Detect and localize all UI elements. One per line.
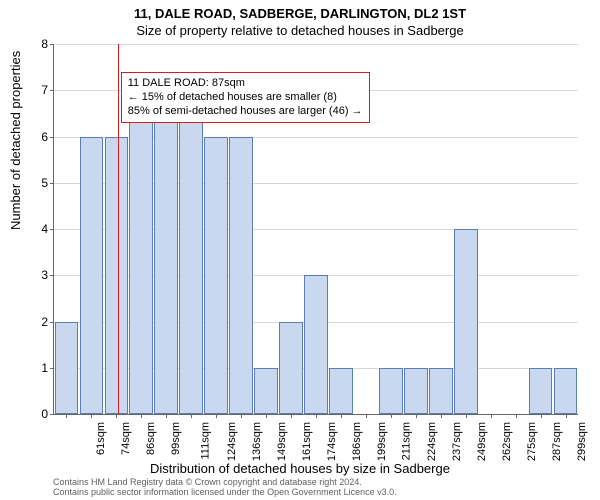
ytick-mark [50,322,54,323]
y-axis-label: Number of detached properties [8,51,23,230]
ytick-label: 4 [28,222,48,236]
xtick-label: 86sqm [145,422,157,455]
xtick-label: 199sqm [376,422,388,461]
bar [404,368,428,414]
footer-text: Contains HM Land Registry data © Crown c… [53,478,397,498]
bar [55,322,79,415]
bar [429,368,453,414]
bar [329,368,353,414]
xtick-label: 174sqm [326,422,338,461]
ytick-mark [50,44,54,45]
xtick-mark [266,414,267,418]
footer-line2: Contains public sector information licen… [53,488,397,498]
ytick-label: 2 [28,315,48,329]
xtick-label: 149sqm [276,422,288,461]
bar [554,368,578,414]
bar [179,90,203,414]
bar [379,368,403,414]
x-axis-label: Distribution of detached houses by size … [0,461,600,476]
marker-line [118,44,119,414]
xtick-mark [416,414,417,418]
chart-title: 11, DALE ROAD, SADBERGE, DARLINGTON, DL2… [0,0,600,21]
ytick-label: 6 [28,130,48,144]
xtick-mark [316,414,317,418]
bar [254,368,278,414]
bar [154,90,178,414]
chart-subtitle: Size of property relative to detached ho… [0,23,600,38]
ytick-label: 8 [28,37,48,51]
ytick-mark [50,368,54,369]
gridline [54,44,578,45]
xtick-label: 186sqm [351,422,363,461]
bar [105,137,129,415]
xtick-label: 211sqm [400,422,412,460]
xtick-mark [541,414,542,418]
ytick-label: 1 [28,361,48,375]
bar [229,137,253,415]
xtick-label: 275sqm [526,422,538,461]
xtick-mark [141,414,142,418]
xtick-label: 287sqm [551,422,563,461]
bar [454,229,478,414]
xtick-label: 262sqm [501,422,513,461]
ytick-mark [50,90,54,91]
xtick-label: 61sqm [96,422,108,455]
xtick-mark [491,414,492,418]
bar [279,322,303,415]
xtick-mark [241,414,242,418]
xtick-label: 299sqm [576,422,588,461]
xtick-label: 237sqm [451,422,463,461]
bar [80,137,104,415]
xtick-mark [66,414,67,418]
xtick-label: 224sqm [426,422,438,461]
xtick-mark [191,414,192,418]
xtick-mark [466,414,467,418]
xtick-mark [516,414,517,418]
xtick-mark [391,414,392,418]
xtick-mark [166,414,167,418]
bar [529,368,553,414]
xtick-mark [366,414,367,418]
ytick-mark [50,137,54,138]
xtick-label: 161sqm [301,422,313,461]
ytick-mark [50,414,54,415]
xtick-label: 124sqm [226,422,238,461]
annotation-line2: ← 15% of detached houses are smaller (8) [128,90,363,104]
xtick-label: 136sqm [251,422,263,461]
xtick-mark [291,414,292,418]
xtick-label: 74sqm [120,422,132,455]
xtick-label: 99sqm [170,422,182,455]
ytick-label: 7 [28,83,48,97]
bar [304,275,328,414]
ytick-mark [50,183,54,184]
ytick-label: 5 [28,176,48,190]
chart-container: 11, DALE ROAD, SADBERGE, DARLINGTON, DL2… [0,0,600,500]
ytick-mark [50,275,54,276]
annotation-box: 11 DALE ROAD: 87sqm← 15% of detached hou… [121,72,370,123]
xtick-label: 111sqm [200,422,212,460]
xtick-mark [91,414,92,418]
ytick-mark [50,229,54,230]
bar [129,90,153,414]
xtick-mark [566,414,567,418]
xtick-mark [216,414,217,418]
xtick-mark [116,414,117,418]
xtick-mark [341,414,342,418]
ytick-label: 0 [28,407,48,421]
annotation-line3: 85% of semi-detached houses are larger (… [128,104,363,118]
xtick-mark [441,414,442,418]
xtick-label: 249sqm [476,422,488,461]
ytick-label: 3 [28,268,48,282]
bar [204,137,228,415]
annotation-line1: 11 DALE ROAD: 87sqm [128,76,363,90]
